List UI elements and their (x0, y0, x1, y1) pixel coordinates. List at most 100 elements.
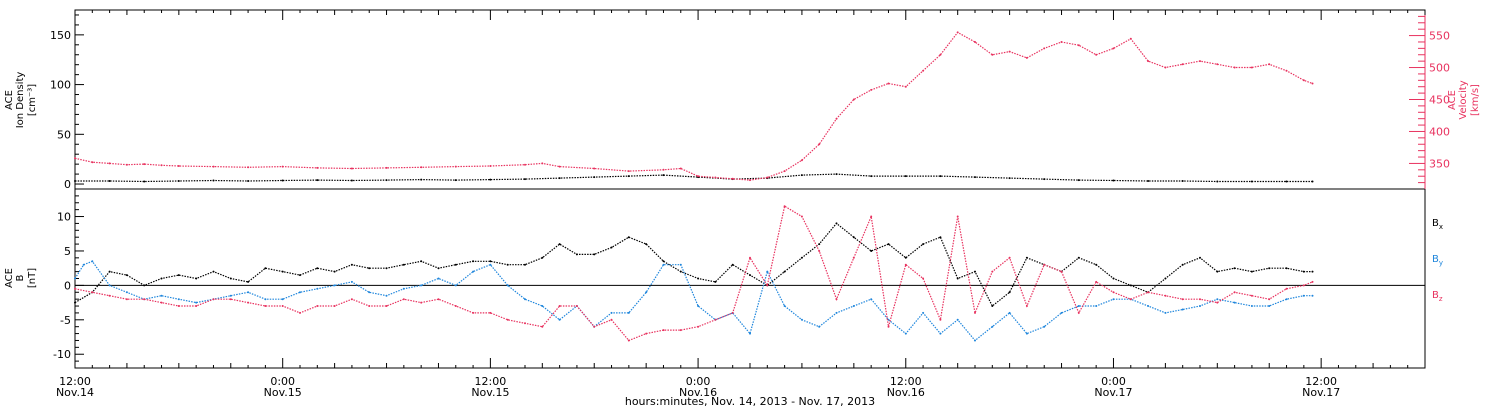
series-bz-point (1302, 284, 1305, 287)
series-by-point (1216, 298, 1219, 301)
top-y2label-line-3: [km/s] (1470, 84, 1481, 116)
ion-density-series-point (281, 179, 284, 182)
velocity-series-point (800, 159, 803, 162)
series-by-point (1285, 298, 1288, 301)
series-bz-point (1216, 301, 1219, 304)
series-bx-point (697, 277, 700, 280)
series-bx-point (870, 250, 873, 252)
xtick-date-label: Nov.14 (56, 386, 94, 399)
series-by-point (1233, 301, 1236, 304)
series-bz-point (714, 318, 717, 321)
series-bz-point (939, 318, 942, 321)
series-by-point (1112, 298, 1115, 301)
series-bz-point (437, 298, 440, 301)
velocity-series-point (697, 175, 700, 178)
xtick-date-label: Nov.15 (264, 386, 302, 399)
series-by-point (679, 263, 682, 266)
series-bz-point (1129, 298, 1132, 301)
ion-density-series-point (247, 180, 250, 182)
series-bz-point (610, 318, 613, 321)
velocity-series-point (1025, 56, 1028, 59)
series-bz-point (385, 305, 388, 307)
series-bx-point (143, 284, 146, 287)
series-bx-point (1311, 270, 1314, 273)
velocity-series-point (1112, 47, 1115, 50)
ion-density-series-point (212, 179, 215, 182)
series-by-point (1095, 305, 1098, 307)
series-bz-point (212, 298, 215, 301)
velocity-series-point (541, 162, 544, 165)
series-bx-point (956, 277, 959, 280)
velocity-series-point (1285, 69, 1288, 72)
series-bz-point (420, 301, 423, 304)
series-bz-point (143, 298, 146, 301)
velocity-series-point (160, 164, 163, 167)
series-by-point (454, 284, 457, 287)
top-y2tick-label: 400 (1429, 125, 1450, 138)
velocity-series-point (974, 41, 976, 43)
bottom-ytick-label: 10 (57, 211, 71, 224)
series-by-point (402, 287, 405, 290)
top-y2tick-label: 500 (1429, 62, 1450, 75)
series-bx-point (731, 263, 734, 266)
ion-density-series-point (177, 180, 180, 182)
ion-density-series-point (74, 180, 76, 182)
series-by-point (1147, 305, 1150, 307)
velocity-series-point (350, 167, 353, 170)
series-by-point (524, 298, 526, 301)
series-bz-point (316, 305, 319, 307)
top-y2label-line-1: ACE (1447, 90, 1458, 110)
series-bx-point (281, 270, 284, 273)
series-by-point (749, 332, 751, 335)
xtick-time-label: 12:00 (475, 375, 507, 388)
series-bx-point (575, 253, 578, 256)
velocity-series-point (74, 157, 76, 160)
ion-density-series-point (662, 174, 665, 177)
x-axis-label: hours:minutes, Nov. 14, 2013 - Nov. 17, … (625, 395, 875, 408)
ion-density-series-point (627, 175, 630, 178)
series-bz-point (627, 339, 630, 342)
series-by-point (299, 291, 301, 294)
series-bx-point (1250, 270, 1253, 273)
series-bz-point (1147, 291, 1150, 294)
top-ylabel-line-2: Ion Density (15, 72, 26, 129)
series-by-point (852, 305, 855, 307)
series-bz-point (575, 305, 578, 307)
velocity-series-point (524, 163, 526, 166)
series-bx-point (593, 253, 596, 256)
series-bx-point (195, 277, 198, 280)
series-bz-point (333, 305, 336, 307)
series-bx-point (454, 263, 457, 266)
velocity-series-point (489, 165, 492, 167)
series-bz-point (195, 305, 198, 307)
series-by-point (368, 291, 371, 294)
series-by-point (1164, 311, 1167, 314)
ion-density-series-point (1008, 177, 1011, 180)
bottom-panel-frame (74, 188, 1426, 369)
series-by-point (1311, 294, 1314, 297)
bottom-ytick-label: -10 (53, 348, 71, 361)
series-bx-point (541, 256, 544, 259)
series-bz-point (1008, 256, 1011, 259)
series-bx-point (835, 222, 838, 225)
velocity-series-point (783, 170, 786, 173)
series-bz-point (299, 311, 301, 314)
series-by-point (195, 301, 198, 304)
velocity-series-point (870, 88, 873, 91)
series-bx-point (991, 305, 994, 307)
series-bz-point (247, 301, 250, 304)
series-bx-point (1199, 256, 1201, 259)
series-bx-point (247, 280, 250, 283)
series-bx-point (627, 236, 630, 239)
series-bz-point (1199, 298, 1201, 301)
velocity-series-point (108, 162, 111, 165)
series-bx-point (437, 267, 440, 270)
top-ytick-label: 50 (57, 128, 71, 141)
series-bx-point (368, 267, 371, 270)
series-bx-point (610, 246, 613, 249)
xtick-date-label: Nov.15 (471, 386, 509, 399)
series-bz-point (160, 301, 163, 304)
series-bz-point (125, 298, 128, 301)
series-bx-point (472, 260, 475, 263)
series-bz-point (991, 270, 994, 273)
